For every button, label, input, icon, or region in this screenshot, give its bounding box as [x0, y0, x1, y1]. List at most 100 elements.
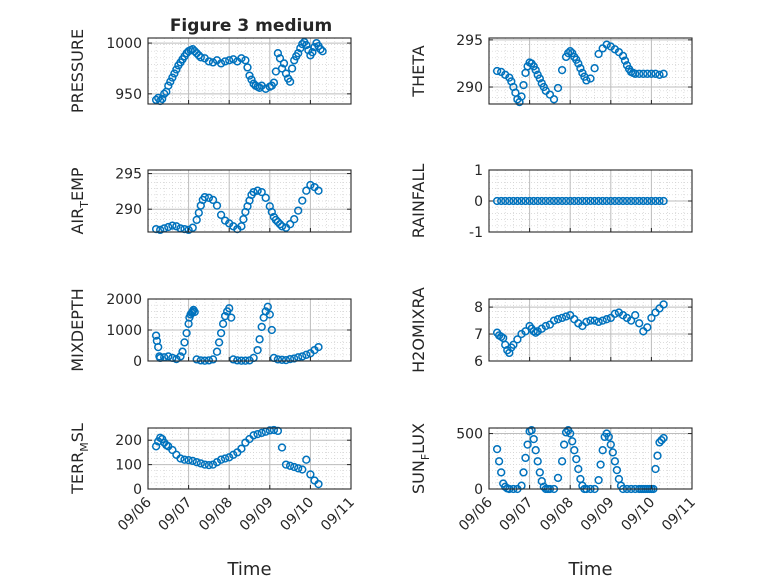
subplot-rainfall: 1 0 -1 RAINFALL — [409, 163, 693, 241]
data-point — [314, 186, 323, 195]
data-point — [225, 56, 234, 65]
data-point — [598, 196, 607, 206]
data-point — [200, 192, 209, 202]
data-point — [249, 431, 258, 440]
data-point — [651, 464, 660, 474]
data-point — [212, 458, 222, 467]
data-point — [606, 440, 615, 449]
data-point — [533, 196, 542, 206]
ylabel-0: PRESSURE — [68, 29, 87, 113]
data-point — [306, 470, 315, 479]
data-point — [626, 316, 636, 325]
data-point — [298, 196, 307, 205]
data-point — [566, 429, 575, 438]
data-point — [505, 196, 514, 206]
data-point — [494, 457, 504, 466]
data-point — [574, 59, 583, 68]
ylabel-5: H2OMIXRA — [409, 287, 428, 373]
data-point — [655, 196, 664, 206]
data-point — [290, 462, 299, 472]
data-point — [237, 54, 246, 63]
x-tick-label: 09/06 — [456, 494, 496, 534]
data-point — [519, 80, 528, 90]
data-point — [537, 196, 546, 206]
data-point — [277, 443, 287, 452]
data-point — [245, 356, 254, 365]
data-point — [513, 335, 522, 344]
data-point — [263, 302, 272, 311]
data-point — [647, 196, 656, 206]
data-point — [501, 482, 510, 491]
data-point — [314, 342, 323, 352]
data-point — [492, 444, 502, 454]
x-tick-label: 09/07 — [497, 495, 537, 535]
axes-box — [147, 37, 352, 105]
data-point — [643, 323, 652, 332]
data-point — [651, 196, 660, 206]
y-tick-label: 8 — [474, 300, 483, 316]
data-point — [501, 196, 510, 206]
y-tick-label: 0 — [133, 354, 142, 370]
data-point — [302, 40, 311, 50]
data-point — [225, 453, 234, 462]
data-point — [302, 186, 311, 195]
data-point — [549, 95, 559, 104]
axes-box — [488, 427, 693, 490]
data-point — [166, 77, 175, 86]
data-point — [531, 65, 540, 75]
y-tick-label: 2000 — [106, 292, 142, 308]
y-tick-label: 290 — [115, 202, 142, 218]
data-point — [639, 69, 648, 78]
ylabel-1: THETA — [409, 45, 428, 97]
data-point — [602, 196, 611, 206]
data-point — [590, 316, 599, 325]
data-point — [513, 196, 522, 206]
axes-box — [147, 169, 352, 233]
data-point — [190, 307, 199, 317]
y-tick-label: 295 — [456, 33, 483, 49]
data-point — [557, 313, 567, 323]
axes-box — [488, 37, 693, 105]
y-tick-label: 200 — [115, 433, 142, 449]
data-point — [160, 89, 169, 98]
data-point — [586, 316, 595, 325]
data-point — [192, 49, 201, 58]
data-point — [273, 49, 283, 58]
data-point — [220, 57, 230, 66]
data-point — [302, 455, 311, 464]
data-point — [151, 331, 161, 340]
y-tick-label: 0 — [474, 482, 483, 498]
data-point — [164, 222, 173, 232]
data-point — [204, 193, 214, 202]
data-point — [635, 196, 644, 206]
data-point — [216, 328, 226, 338]
subplot-h2omixra: 8 7 6 H2OMIXRA — [409, 287, 693, 373]
data-point — [541, 196, 550, 206]
data-point — [216, 455, 226, 464]
ylabel-6: TERRMSL — [68, 423, 91, 495]
data-point — [566, 47, 575, 56]
data-point — [204, 57, 214, 66]
data-point — [279, 59, 289, 68]
data-point — [517, 92, 526, 101]
data-point — [255, 335, 264, 344]
data-point — [192, 458, 201, 467]
data-point — [225, 304, 234, 313]
data-point — [561, 428, 571, 437]
x-axis-label: Time — [226, 559, 271, 580]
data-point — [620, 56, 630, 65]
x-tick-label: 09/06 — [115, 494, 155, 534]
data-point — [212, 347, 222, 356]
x-tick-label: 09/11 — [659, 495, 699, 535]
data-point — [156, 225, 165, 235]
x-tick-label: 09/10 — [618, 495, 658, 535]
subplot-theta: 295 290 THETA — [409, 33, 693, 107]
data-point — [196, 53, 205, 62]
data-point — [178, 347, 187, 356]
data-point — [180, 338, 189, 347]
data-point — [590, 196, 599, 206]
data-point — [521, 68, 530, 78]
data-point — [527, 426, 536, 435]
data-point — [285, 461, 295, 470]
